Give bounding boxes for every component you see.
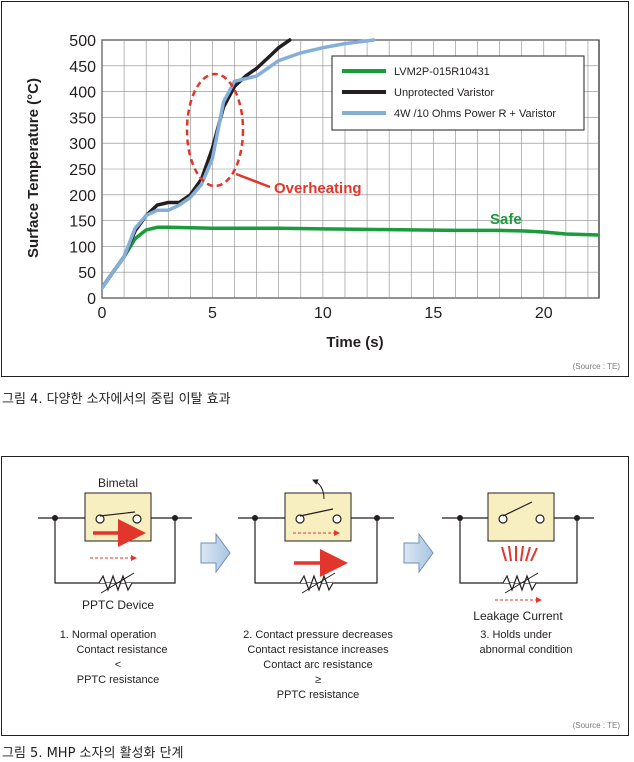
y-tick-label: 0: [87, 291, 96, 308]
ptc-resistor: [98, 574, 133, 592]
legend-entry: Unprotected Varistor: [394, 87, 494, 99]
bimetal-contact-lifting: [299, 508, 334, 517]
leakage-current-label: Leakage Current: [473, 609, 563, 623]
series-line: [102, 38, 376, 290]
figure5-panel: Bimetal PPTC Device 1. Normal operation …: [1, 456, 629, 736]
overheating-pointer: [235, 172, 271, 189]
stage1-line1: 1. Normal operation: [60, 629, 157, 641]
y-tick-label: 150: [69, 214, 96, 231]
series-line: [102, 225, 599, 290]
bimetal-label: Bimetal: [98, 476, 138, 490]
overheating-marker: [185, 72, 245, 188]
ptc-resistor: [502, 574, 537, 592]
stage1-line3: <: [115, 659, 121, 671]
figure4-source: (Source : TE): [572, 362, 620, 371]
stage-transition-arrow: [200, 532, 231, 574]
temperature-chart: 0 50 100 150 200 250 300 350 400 450 500 0 5 10 15 20 T…: [25, 33, 600, 351]
x-tick-label: 0: [98, 305, 107, 322]
safe-label: Safe: [490, 211, 522, 228]
figure5-source: (Source : TE): [572, 721, 620, 730]
stage3-line1: 3. Holds under: [480, 629, 552, 641]
y-tick-label: 200: [69, 188, 96, 205]
pptc-device-label: PPTC Device: [82, 598, 154, 612]
legend-entry: LVM2P-015R10431: [394, 66, 490, 78]
ptc-resistor: [299, 574, 334, 592]
y-axis-label: Surface Temperature (°C): [25, 78, 42, 258]
heat-radiation-icon: [501, 545, 538, 562]
stage2-line3: Contact arc resistance: [263, 659, 372, 671]
y-tick-label: 500: [69, 33, 96, 50]
legend-entry: 4W /10 Ohms Power R + Varistor: [394, 108, 556, 120]
stage-1-normal-operation: Bimetal PPTC Device 1. Normal operation …: [38, 476, 192, 686]
y-tick-label: 400: [69, 85, 96, 102]
stage-3-holds-abnormal: Leakage Current 3. Holds under abnormal …: [442, 492, 594, 656]
bimetal-motion-arrow: [312, 479, 325, 500]
stage2-line5: PPTC resistance: [277, 689, 360, 701]
stage3-line2: abnormal condition: [480, 644, 573, 656]
x-tick-label: 20: [535, 305, 553, 322]
y-tick-label: 450: [69, 59, 96, 76]
figure4-panel: 0 50 100 150 200 250 300 350 400 450 500 0 5 10 15 20 T…: [1, 1, 629, 377]
bimetal-contact-closed: [99, 511, 136, 517]
stage-2-contact-pressure: 2. Contact pressure decreases Contact re…: [238, 479, 394, 701]
stage2-line1: 2. Contact pressure decreases: [243, 629, 393, 641]
chart-legend: LVM2P-015R10431 Unprotected Varistor 4W …: [331, 55, 585, 131]
x-tick-label: 15: [424, 305, 442, 322]
x-tick-label: 10: [314, 305, 332, 322]
y-tick-label: 100: [69, 239, 96, 256]
stage1-line2: Contact resistance: [76, 644, 167, 656]
figure5-caption: 그림 5. MHP 소자의 활성화 단계: [2, 746, 184, 761]
overheating-label: Overheating: [274, 180, 362, 197]
figure4-caption: 그림 4. 다양한 소자에서의 중립 이탈 효과: [2, 392, 231, 407]
bimetal-contact-open: [502, 501, 533, 517]
stage2-line2: Contact resistance increases: [247, 644, 389, 656]
y-tick-label: 250: [69, 162, 96, 179]
y-tick-label: 300: [69, 136, 96, 153]
y-tick-label: 50: [78, 265, 96, 282]
mhp-activation-diagram: Bimetal PPTC Device 1. Normal operation …: [38, 476, 594, 701]
stage-transition-arrow: [403, 532, 434, 574]
y-tick-label: 350: [69, 110, 96, 127]
x-axis-label: Time (s): [326, 334, 383, 351]
stage2-line4: ≥: [315, 674, 321, 686]
stage1-line4: PPTC resistance: [77, 674, 160, 686]
x-tick-label: 5: [208, 305, 217, 322]
